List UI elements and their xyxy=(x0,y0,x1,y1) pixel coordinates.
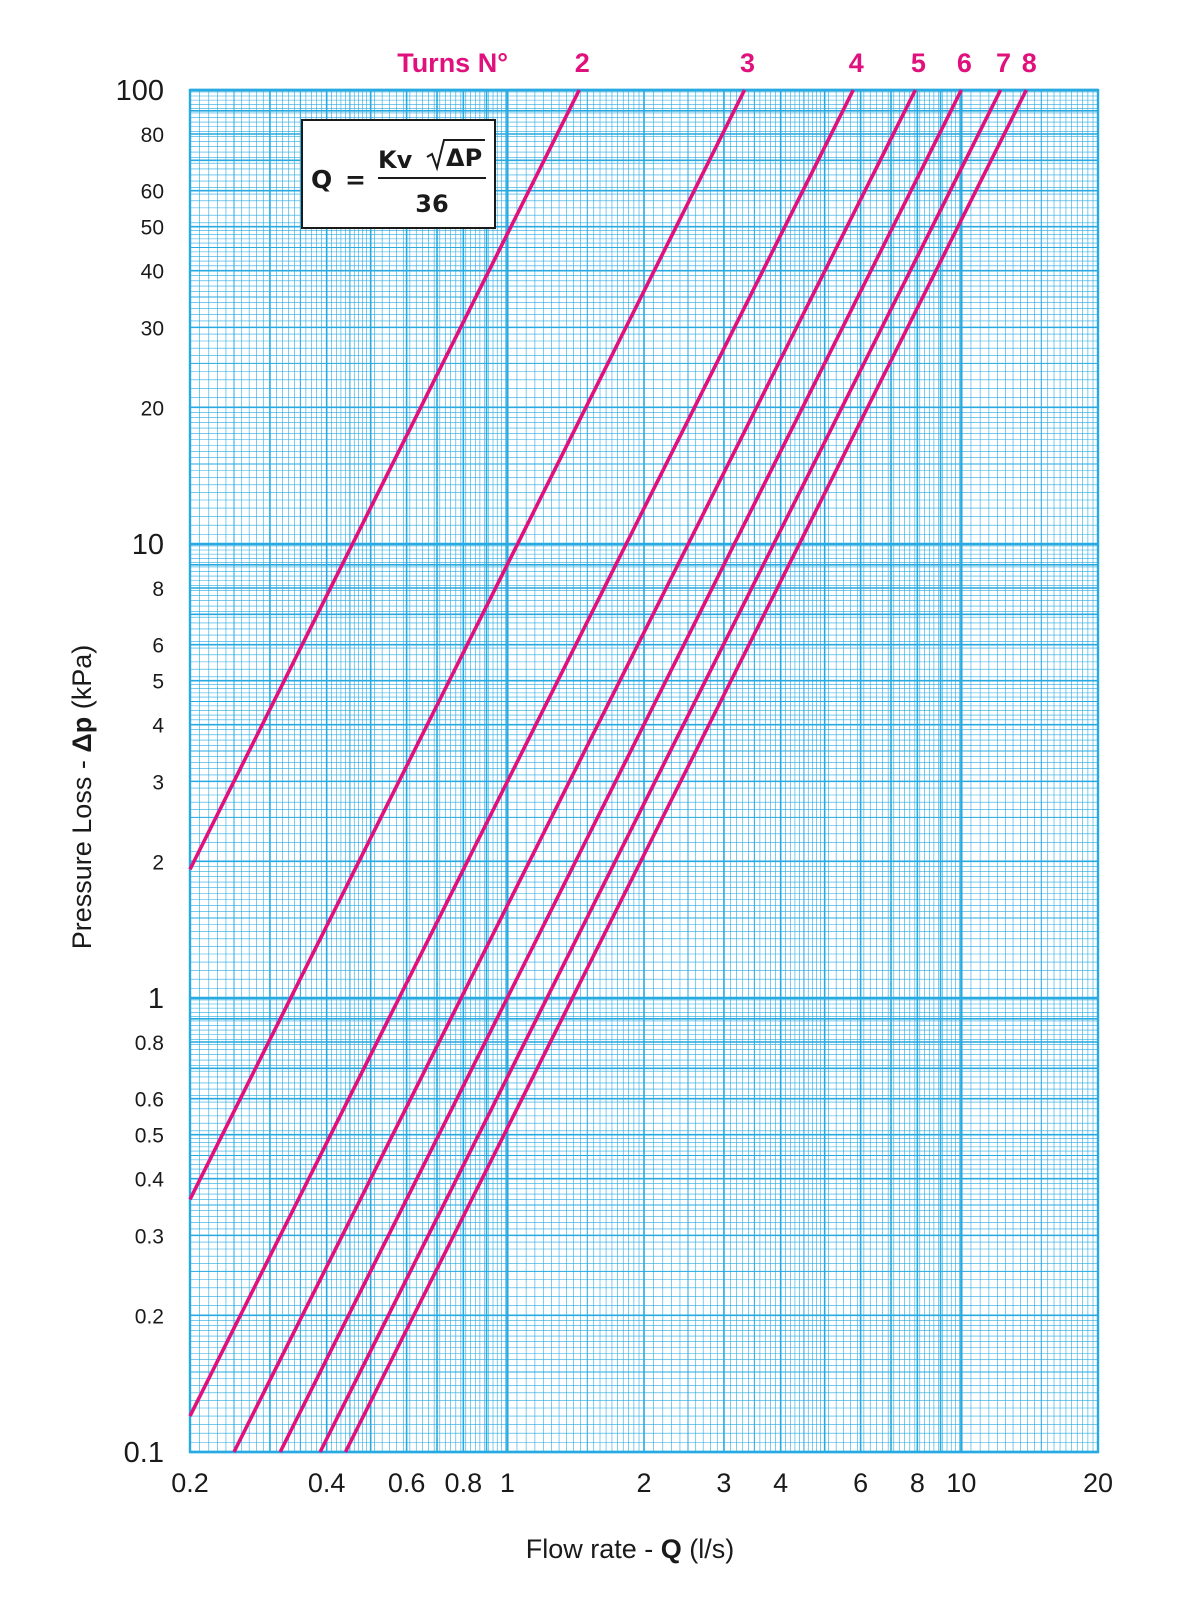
y-tick-label: 20 xyxy=(141,397,164,420)
y-tick-label: 0.6 xyxy=(135,1089,164,1112)
formula-divisor: 36 xyxy=(415,190,448,218)
series-label-turn-7: 7 xyxy=(996,48,1011,78)
x-tick-label: 8 xyxy=(910,1468,925,1498)
series-line-turn-7 xyxy=(318,89,1003,1453)
y-tick-label: 4 xyxy=(152,715,164,738)
series-line-turn-4 xyxy=(188,89,855,1417)
x-tick-label: 20 xyxy=(1083,1468,1113,1498)
y-tick-label: 2 xyxy=(152,851,164,874)
formula-kv: Kv xyxy=(378,146,413,174)
formula-delta-p: ΔP xyxy=(446,144,482,172)
y-tick-label: 80 xyxy=(141,124,164,147)
y-tick-label: 0.4 xyxy=(135,1169,165,1192)
plot-frame xyxy=(188,88,1100,1454)
y-tick-label: 40 xyxy=(141,261,164,284)
series-label-turn-6: 6 xyxy=(957,48,972,78)
formula-box: Q = Kv ΔP 36 xyxy=(301,119,496,229)
y-tick-label: 8 xyxy=(152,578,164,601)
x-tick-label: 4 xyxy=(773,1468,788,1498)
x-tick-label: 3 xyxy=(716,1468,731,1498)
x-tick-label: 10 xyxy=(946,1468,976,1498)
y-tick-label: 100 xyxy=(116,75,164,107)
series-line-turn-6 xyxy=(278,89,963,1453)
x-tick-label: 0.8 xyxy=(445,1468,483,1498)
y-tick-label: 6 xyxy=(152,635,164,658)
x-tick-label: 2 xyxy=(636,1468,651,1498)
y-tick-label: 50 xyxy=(141,217,164,240)
x-tick-label: 1 xyxy=(500,1468,515,1498)
series-line-turn-5 xyxy=(232,89,917,1453)
tick-labels: 2 3 4 5 6 7 80.2 0.4 0.6 0.8 1 2 3 4 6 8 10 2010080605040… xyxy=(116,48,1113,1498)
y-tick-label: 0.1 xyxy=(124,1437,164,1469)
y-tick-label: 1 xyxy=(148,983,164,1015)
x-tick-label: 0.4 xyxy=(308,1468,346,1498)
x-tick-label: 0.6 xyxy=(388,1468,426,1498)
y-tick-label: 60 xyxy=(141,181,164,204)
sqrt-symbol xyxy=(426,139,485,172)
formula-frame xyxy=(301,119,496,229)
y-tick-label: 0.5 xyxy=(135,1125,164,1148)
x-axis-title: Flow rate - Q (l/s) xyxy=(526,1534,735,1564)
series-line-turn-2 xyxy=(188,89,581,871)
formula-q: Q xyxy=(311,165,332,194)
y-tick-label: 10 xyxy=(132,529,164,561)
series-label-turn-2: 2 xyxy=(575,48,590,78)
y-tick-label: 3 xyxy=(152,771,164,794)
y-tick-label: 0.3 xyxy=(135,1225,164,1248)
y-tick-label: 0.8 xyxy=(135,1032,164,1055)
y-tick-label: 0.2 xyxy=(135,1305,164,1328)
series-line-turn-3 xyxy=(188,89,747,1201)
y-tick-label: 30 xyxy=(141,317,164,340)
x-tick-label: 6 xyxy=(853,1468,868,1498)
series-lines xyxy=(188,89,1028,1453)
series-header: Turns N° xyxy=(397,48,508,78)
x-tick-label: 0.2 xyxy=(171,1468,209,1498)
grid xyxy=(188,88,1100,1454)
series-label-turn-3: 3 xyxy=(740,48,755,78)
y-tick-label: 5 xyxy=(152,671,164,694)
series-label-turn-4: 4 xyxy=(849,48,864,78)
series-line-turn-8 xyxy=(343,89,1028,1453)
formula-equals: = xyxy=(345,165,366,194)
y-axis-title: Pressure Loss - Δp (kPa) xyxy=(67,645,97,950)
series-label-turn-5: 5 xyxy=(911,48,926,78)
series-label-turn-8: 8 xyxy=(1022,48,1037,78)
